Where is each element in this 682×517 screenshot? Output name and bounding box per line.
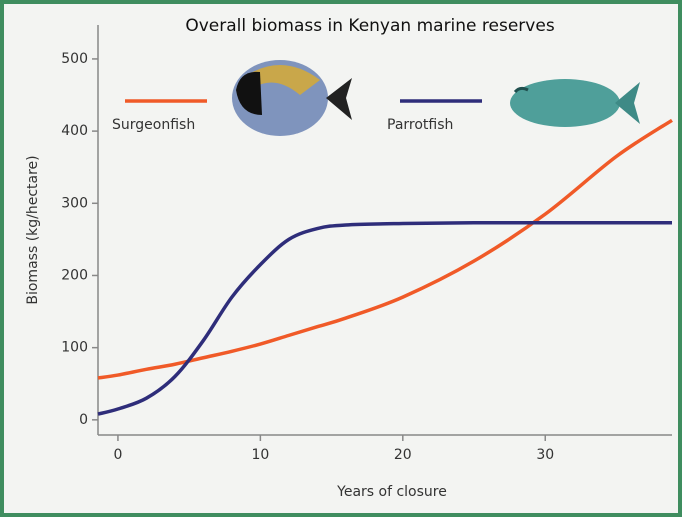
y-tick-label: 400 xyxy=(61,123,88,139)
chart-title: Overall biomass in Kenyan marine reserve… xyxy=(185,16,554,36)
x-tick-label: 20 xyxy=(394,447,412,463)
legend-label: Surgeonfish xyxy=(112,117,195,133)
x-tick-label: 0 xyxy=(113,447,122,463)
x-tick-label: 30 xyxy=(536,447,554,463)
y-tick-label: 500 xyxy=(61,51,88,67)
x-tick-label: 10 xyxy=(251,447,269,463)
y-tick-label: 200 xyxy=(61,267,88,283)
y-axis-label: Biomass (kg/hectare) xyxy=(25,155,41,304)
x-axis-label: Years of closure xyxy=(336,484,447,500)
legend-label: Parrotfish xyxy=(387,117,453,133)
frame xyxy=(2,2,680,515)
chart: Overall biomass in Kenyan marine reserve… xyxy=(0,0,682,517)
y-tick-label: 100 xyxy=(61,340,88,356)
y-tick-label: 0 xyxy=(79,412,88,428)
y-tick-label: 300 xyxy=(61,195,88,211)
